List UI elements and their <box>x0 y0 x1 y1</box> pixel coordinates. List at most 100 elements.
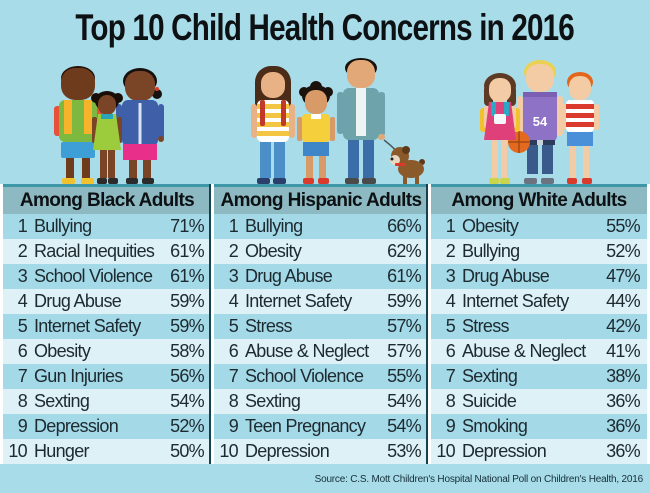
rank-cell: 5 <box>228 316 239 336</box>
rank-cell: 7 <box>228 366 239 386</box>
concern-cell: Hunger <box>34 441 90 461</box>
concern-cell: Racial Inequities <box>34 241 155 261</box>
concern-cell: Depression <box>245 441 330 461</box>
concern-cell: Bullying <box>245 216 303 236</box>
rank-cell: 9 <box>445 416 456 436</box>
dog-figure <box>390 146 425 184</box>
table-row: 7 Gun Injuries 56% <box>3 364 211 389</box>
table-row: 4 Internet Safety 44% <box>431 289 647 314</box>
concern-cell: Internet Safety <box>245 291 352 311</box>
panel-white-adults: 54 <box>428 56 650 464</box>
table-rows-white-adults: 1 Obesity 55% 2 Bullying 52% 3 Drug Abuse 47% 4 In… <box>431 214 647 464</box>
percent-cell: 54% <box>387 416 422 436</box>
white-girl-figure <box>480 73 520 184</box>
table-header-white-adults: Among White Adults <box>431 184 647 214</box>
concern-cell: School Violence <box>245 366 364 386</box>
rank-cell: 7 <box>445 366 456 386</box>
table-row: 8 Sexting 54% <box>3 389 211 414</box>
percent-cell: 44% <box>606 291 641 311</box>
table-row: 5 Stress 57% <box>214 314 428 339</box>
rank-cell: 10 <box>436 441 455 461</box>
rank-cell: 6 <box>17 341 28 361</box>
teen-basketball-figure: 54 <box>508 60 563 184</box>
concern-cell: Depression <box>34 416 119 436</box>
table-row: 10 Hunger 50% <box>3 439 211 464</box>
black-family-illustration <box>0 56 211 184</box>
percent-cell: 36% <box>606 441 641 461</box>
table-row: 2 Obesity 62% <box>214 239 428 264</box>
table-row: 5 Internet Safety 59% <box>3 314 211 339</box>
concern-cell: Bullying <box>34 216 92 236</box>
rank-cell: 7 <box>17 366 28 386</box>
table-row: 4 Drug Abuse 59% <box>3 289 211 314</box>
rank-cell: 4 <box>445 291 456 311</box>
concern-cell: Abuse & Neglect <box>462 341 586 361</box>
rank-cell: 3 <box>228 266 239 286</box>
table-row: 6 Abuse & Neglect 41% <box>431 339 647 364</box>
rank-cell: 10 <box>8 441 27 461</box>
hispanic-family-icon <box>251 58 425 184</box>
table-row: 5 Stress 42% <box>431 314 647 339</box>
concern-cell: Sexting <box>34 391 90 411</box>
table-row: 2 Racial Inequities 61% <box>3 239 211 264</box>
percent-cell: 57% <box>387 341 422 361</box>
table-row: 2 Bullying 52% <box>431 239 647 264</box>
concern-cell: Gun Injuries <box>34 366 123 386</box>
percent-cell: 54% <box>387 391 422 411</box>
concern-cell: Stress <box>462 316 510 336</box>
rank-cell: 5 <box>445 316 456 336</box>
percent-cell: 55% <box>606 216 641 236</box>
percent-cell: 57% <box>387 316 422 336</box>
rank-cell: 10 <box>219 441 238 461</box>
table-row: 3 Drug Abuse 47% <box>431 264 647 289</box>
percent-cell: 56% <box>170 366 205 386</box>
concern-cell: Drug Abuse <box>462 266 550 286</box>
father-figure <box>337 58 405 184</box>
percent-cell: 47% <box>606 266 641 286</box>
percent-cell: 61% <box>170 266 205 286</box>
table-row: 7 Sexting 38% <box>431 364 647 389</box>
concern-cell: Sexting <box>245 391 301 411</box>
small-girl-figure <box>91 91 123 184</box>
table-row: 8 Sexting 54% <box>214 389 428 414</box>
rank-cell: 1 <box>445 216 456 236</box>
percent-cell: 50% <box>170 441 205 461</box>
table-rows-hispanic-adults: 1 Bullying 66% 2 Obesity 62% 3 Drug Abuse 61% 4 In… <box>214 214 428 464</box>
rank-cell: 4 <box>228 291 239 311</box>
rank-cell: 8 <box>17 391 28 411</box>
percent-cell: 59% <box>170 291 205 311</box>
percent-cell: 53% <box>387 441 422 461</box>
table-row: 10 Depression 36% <box>431 439 647 464</box>
percent-cell: 62% <box>387 241 422 261</box>
concern-cell: Internet Safety <box>34 316 141 336</box>
concern-cell: Abuse & Neglect <box>245 341 369 361</box>
percent-cell: 59% <box>387 291 422 311</box>
concern-cell: Depression <box>462 441 547 461</box>
source-attribution: Source: C.S. Mott Children's Hospital Na… <box>314 474 644 485</box>
rank-cell: 2 <box>17 241 28 261</box>
table-rows-black-adults: 1 Bullying 71% 2 Racial Inequities 61% 3 School… <box>3 214 211 464</box>
percent-cell: 71% <box>170 216 205 236</box>
concern-cell: Teen Pregnancy <box>245 416 366 436</box>
table-row: 4 Internet Safety 59% <box>214 289 428 314</box>
rank-cell: 1 <box>17 216 28 236</box>
rank-cell: 2 <box>445 241 456 261</box>
hispanic-family-illustration <box>211 56 428 184</box>
white-children-icon: 54 <box>480 60 599 184</box>
table-row: 3 Drug Abuse 61% <box>214 264 428 289</box>
red-haired-boy-figure <box>561 72 599 184</box>
table-row: 6 Abuse & Neglect 57% <box>214 339 428 364</box>
percent-cell: 58% <box>170 341 205 361</box>
table-row: 7 School Violence 55% <box>214 364 428 389</box>
black-children-icon <box>54 66 164 184</box>
concern-cell: Obesity <box>245 241 302 261</box>
page-title: Top 10 Child Health Concerns in 2016 <box>75 7 575 48</box>
table-row: 9 Depression 52% <box>3 414 211 439</box>
mother-figure <box>251 66 295 184</box>
table-row: 8 Suicide 36% <box>431 389 647 414</box>
table-row: 1 Bullying 66% <box>214 214 428 239</box>
concern-cell: Stress <box>245 316 293 336</box>
table-row: 1 Bullying 71% <box>3 214 211 239</box>
table-row: 9 Smoking 36% <box>431 414 647 439</box>
percent-cell: 41% <box>606 341 641 361</box>
